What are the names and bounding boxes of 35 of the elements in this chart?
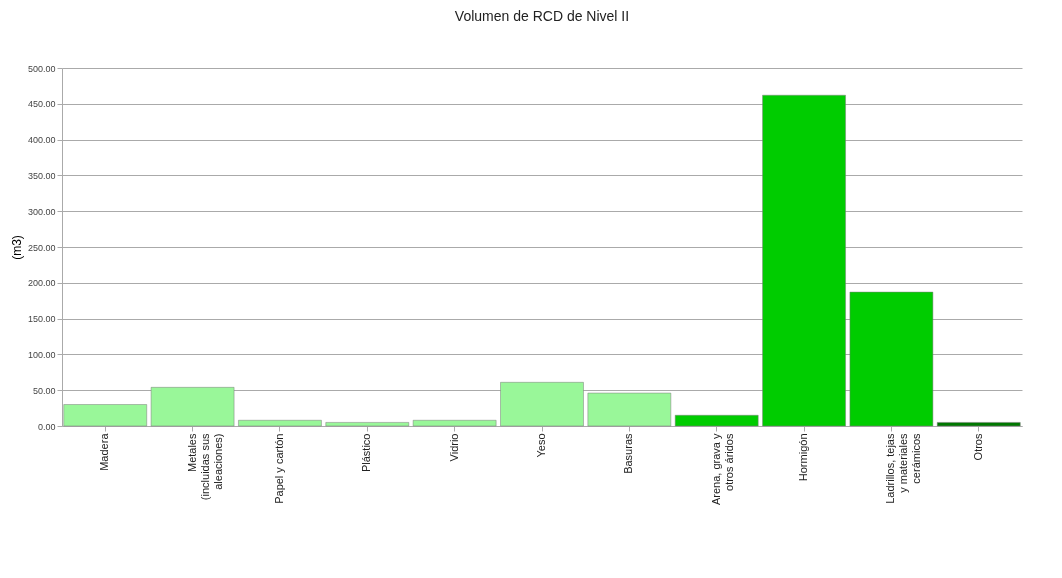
y-tick-label: 100.00	[27, 349, 56, 360]
bar	[674, 415, 759, 427]
y-tick-label: 300.00	[27, 206, 56, 217]
x-tick-label: Hormigón	[797, 433, 810, 482]
y-tick-label: 400.00	[27, 135, 56, 146]
x-tick-label: Papel y cartón	[272, 433, 285, 504]
x-tick-label: Ladrillos, tejas y materiales cerámicos	[884, 433, 923, 504]
bar	[238, 420, 322, 427]
bar	[325, 422, 410, 427]
chart-title: Volumen de RCD de Nivel II	[454, 8, 630, 24]
x-tick-label: Basuras	[622, 433, 635, 474]
bar	[500, 382, 584, 427]
y-tick-label: 50.00	[32, 385, 56, 396]
y-axis-title: (m3)	[9, 235, 24, 260]
y-tick-label: 250.00	[27, 242, 56, 253]
x-tick-label: Vidrio	[447, 433, 460, 462]
y-tick-label: 350.00	[27, 170, 56, 181]
bar	[587, 392, 672, 427]
x-tick-label: Plástico	[360, 433, 373, 473]
y-tick-label: 200.00	[27, 278, 56, 289]
x-tick-label: Otros	[971, 433, 984, 461]
bar	[937, 422, 1021, 427]
bar	[150, 387, 235, 427]
bar	[412, 420, 497, 427]
x-tick-label: Metales (incluidas sus aleaciones)	[185, 433, 224, 501]
bar	[849, 291, 934, 427]
x-tick-label: Yeso	[535, 433, 547, 458]
y-tick-label: 0.00	[37, 421, 56, 432]
y-tick-label: 150.00	[27, 314, 56, 325]
bar	[762, 94, 846, 427]
bar	[63, 404, 147, 427]
x-tick-label: Madera	[98, 432, 111, 471]
y-tick-label: 500.00	[27, 63, 56, 74]
x-tick-label: Arena, grava y otros áridos	[709, 433, 735, 506]
y-tick-label: 450.00	[27, 99, 56, 110]
